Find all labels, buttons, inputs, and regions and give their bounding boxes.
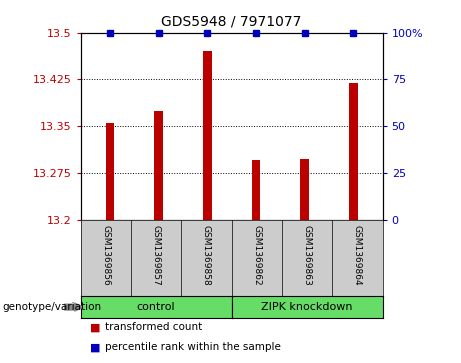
Text: GSM1369858: GSM1369858 xyxy=(202,225,211,286)
Text: ■: ■ xyxy=(90,322,100,333)
Text: GSM1369857: GSM1369857 xyxy=(152,225,161,286)
Text: control: control xyxy=(137,302,176,312)
Bar xyxy=(106,123,114,220)
Text: GSM1369856: GSM1369856 xyxy=(101,225,110,286)
Bar xyxy=(203,51,212,220)
Text: percentile rank within the sample: percentile rank within the sample xyxy=(105,342,281,352)
Text: genotype/variation: genotype/variation xyxy=(2,302,101,312)
Bar xyxy=(154,111,163,220)
Text: transformed count: transformed count xyxy=(105,322,202,333)
Bar xyxy=(252,160,260,220)
Bar xyxy=(349,82,358,220)
Text: ZIPK knockdown: ZIPK knockdown xyxy=(261,302,353,312)
Bar xyxy=(300,159,309,220)
Text: ■: ■ xyxy=(90,342,100,352)
Title: GDS5948 / 7971077: GDS5948 / 7971077 xyxy=(161,15,302,29)
Text: GSM1369862: GSM1369862 xyxy=(252,225,261,286)
Text: GSM1369863: GSM1369863 xyxy=(302,225,312,286)
Text: GSM1369864: GSM1369864 xyxy=(353,225,362,286)
